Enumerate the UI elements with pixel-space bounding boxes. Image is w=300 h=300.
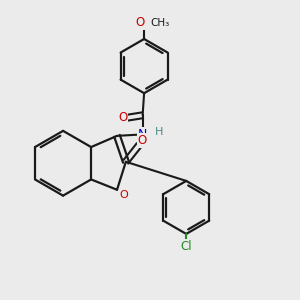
Text: O: O <box>119 190 128 200</box>
Text: N: N <box>138 128 147 141</box>
Text: H: H <box>154 127 163 137</box>
Text: Cl: Cl <box>180 240 192 253</box>
Text: CH₃: CH₃ <box>151 18 170 28</box>
Text: O: O <box>118 111 127 124</box>
Text: O: O <box>135 16 144 29</box>
Text: O: O <box>137 134 147 147</box>
